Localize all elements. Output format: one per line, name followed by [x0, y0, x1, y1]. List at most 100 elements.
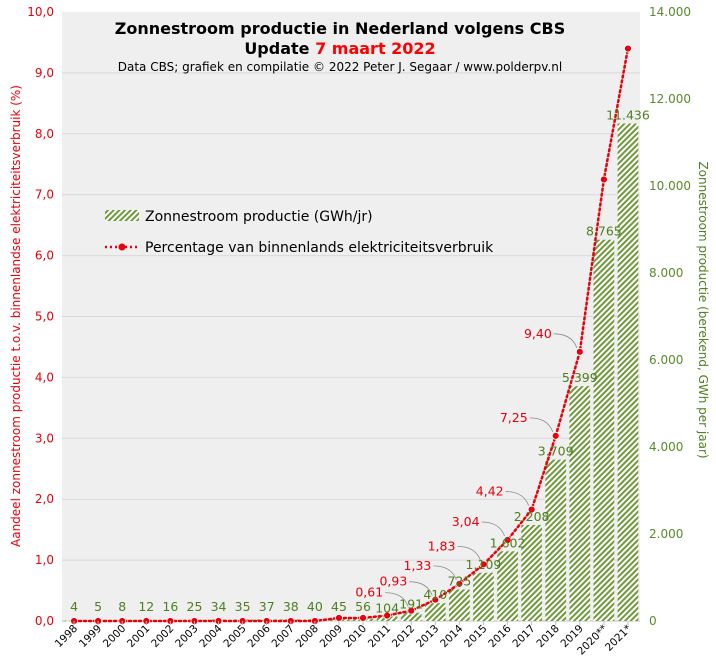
x-tick-label: 2006 — [245, 622, 273, 650]
x-tick-label: 2010 — [342, 623, 369, 650]
x-tick-label: 1999 — [77, 623, 104, 650]
legend-line-label: Percentage van binnenlands elektriciteit… — [145, 240, 494, 256]
percentage-leader-line — [505, 491, 530, 506]
bar-value-label: 38 — [283, 599, 299, 614]
y-right-tick-label: 6.000 — [649, 353, 683, 367]
bar-value-label: 191 — [399, 597, 423, 612]
y-right-tick-label: 10.000 — [649, 179, 691, 193]
bar-value-label: 56 — [355, 599, 371, 614]
y-left-tick-label: 3,0 — [35, 431, 54, 445]
y-left-tick-label: 5,0 — [35, 310, 54, 324]
x-tick-label: 2021* — [603, 623, 634, 654]
x-tick-label: 2017 — [510, 623, 537, 650]
y-left-tick-label: 9,0 — [35, 66, 54, 80]
percentage-line-path — [72, 47, 630, 623]
legend: Zonnestroom productie (GWh/jr) Percentag… — [105, 209, 494, 256]
bar-value-label: 12 — [138, 599, 154, 614]
bar-value-label: 725 — [447, 573, 471, 588]
percentage-value-label: 9,40 — [524, 326, 552, 341]
percentage-point — [359, 614, 367, 622]
x-tick-label: 2014 — [438, 622, 466, 650]
x-tick-label: 2016 — [486, 622, 514, 650]
percentage-line — [70, 44, 632, 625]
y-axis-left-title: Aandeel zonnestroom productie t.o.v. bin… — [9, 85, 23, 547]
bar-value-label: 25 — [187, 599, 203, 614]
percentage-value-label: 7,25 — [500, 410, 528, 425]
y-left-tick-label: 8,0 — [35, 127, 54, 141]
bar-value-label: 2.208 — [514, 509, 550, 524]
y-left-tick-label: 0,0 — [35, 614, 54, 628]
y-left-tick-label: 1,0 — [35, 553, 54, 567]
x-tick-label: 2012 — [390, 623, 417, 650]
x-tick-label: 1998 — [53, 623, 80, 650]
x-tick-label: 2009 — [318, 623, 345, 650]
legend-line-marker — [118, 243, 126, 251]
percentage-value-label: 4,42 — [476, 484, 504, 499]
bar — [545, 459, 567, 621]
bar-value-label: 11.436 — [606, 108, 650, 123]
y-left-tick-label: 4,0 — [35, 370, 54, 384]
percentage-value-label: 0,61 — [355, 585, 383, 600]
bar-value-label: 3.709 — [538, 444, 574, 459]
bar — [521, 524, 542, 621]
percentage-point — [551, 431, 560, 440]
percentage-leader-line — [409, 581, 433, 596]
bar-value-label: 35 — [235, 599, 251, 614]
y-left-tick-label: 2,0 — [35, 492, 54, 506]
x-tick-label: 2000 — [101, 623, 128, 650]
bar-value-label: 104 — [375, 600, 399, 615]
percentage-point — [407, 606, 416, 615]
x-tick-label: 2004 — [197, 622, 225, 650]
y-right-tick-label: 8.000 — [649, 266, 683, 280]
bar-value-label: 4 — [70, 599, 78, 614]
percentage-point — [455, 579, 464, 588]
bar-value-label: 1.109 — [466, 557, 502, 572]
percentage-value-label: 1,83 — [428, 538, 456, 553]
bar — [449, 589, 470, 621]
bar — [569, 386, 591, 621]
percentage-value-label: 3,04 — [452, 514, 480, 529]
bar-value-label: 5 — [94, 599, 102, 614]
percentage-point — [335, 614, 343, 622]
x-tick-label: 2013 — [414, 623, 441, 650]
legend-bar-label: Zonnestroom productie (GWh/jr) — [145, 209, 373, 225]
data-labels: 4 5 8 12 16 25 34 35 37 38 40 45 56 104 1914107251.109… — [70, 108, 650, 616]
percentage-leader-line — [529, 417, 554, 432]
y-left-tick-label: 7,0 — [35, 188, 54, 202]
percentage-point — [431, 595, 440, 604]
bar-value-label: 45 — [331, 599, 347, 614]
percentage-point — [575, 347, 584, 356]
x-tick-label: 2007 — [270, 623, 297, 650]
bar — [424, 603, 446, 621]
y-axis-right-title: Zonnestroom productie (berekend, GWh per… — [696, 161, 710, 458]
x-tick-label: 2005 — [221, 623, 248, 650]
bar-value-label: 5.399 — [562, 370, 598, 385]
percentage-point — [503, 536, 512, 544]
x-tick-label: 2001 — [125, 623, 152, 650]
y-right-tick-label: 12.000 — [649, 92, 691, 106]
x-tick-label: 2002 — [149, 623, 176, 650]
percentage-point — [624, 44, 632, 53]
bar-value-label: 40 — [307, 599, 323, 614]
percentage-point — [479, 560, 488, 569]
bar — [497, 551, 518, 621]
chart-title: Zonnestroom productie in Nederland volge… — [115, 19, 565, 38]
bar-value-label: 16 — [162, 599, 178, 614]
bar-value-label: 34 — [211, 599, 227, 614]
bars — [63, 123, 639, 622]
bar-value-label: 8.765 — [586, 224, 622, 239]
chart-subtitle: Update 7 maart 2022 — [244, 39, 435, 58]
percentage-leader-line — [481, 521, 505, 537]
x-tick-label: 2008 — [294, 623, 321, 650]
percentage-leader-line — [553, 333, 578, 348]
percentage-leader-line — [385, 592, 409, 607]
bar — [617, 123, 639, 621]
percentage-point — [599, 175, 608, 184]
x-tick-label: 2003 — [173, 623, 200, 650]
x-tick-label: 2018 — [534, 623, 561, 650]
y-right-tick-label: 0 — [649, 614, 657, 628]
percentage-value-label: 1,33 — [404, 558, 432, 573]
y-right-tick-label: 4.000 — [649, 440, 683, 454]
y-right-tick-label: 14.000 — [649, 5, 691, 19]
percentage-leader-line — [457, 545, 481, 561]
